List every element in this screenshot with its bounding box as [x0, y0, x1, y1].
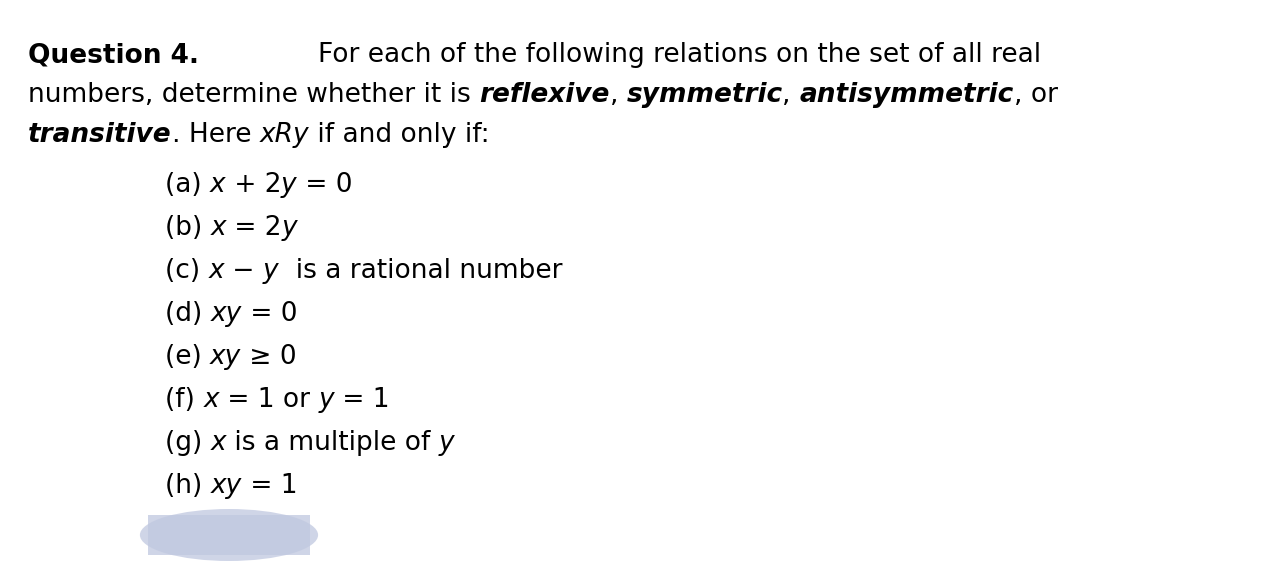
Text: xRy: xRy [260, 122, 310, 148]
Text: y: y [282, 215, 297, 241]
Text: symmetric: symmetric [626, 82, 782, 108]
Text: Question 4.: Question 4. [28, 42, 198, 68]
Text: (e): (e) [165, 344, 210, 370]
Text: (c): (c) [165, 258, 209, 284]
Text: transitive: transitive [28, 122, 172, 148]
Text: x: x [204, 387, 219, 413]
Text: = 2: = 2 [227, 215, 282, 241]
Text: y: y [439, 430, 454, 456]
Text: , or: , or [1014, 82, 1057, 108]
Text: reflexive: reflexive [479, 82, 609, 108]
Text: ≥ 0: ≥ 0 [242, 344, 297, 370]
Text: (d): (d) [165, 301, 211, 327]
Text: (h): (h) [165, 473, 211, 499]
Text: if and only if:: if and only if: [310, 122, 490, 148]
Text: x: x [211, 430, 227, 456]
Text: (f): (f) [165, 387, 204, 413]
Text: = 1: = 1 [334, 387, 389, 413]
Text: . Here: . Here [172, 122, 260, 148]
Text: = 1 or: = 1 or [219, 387, 319, 413]
Text: + 2: + 2 [225, 172, 282, 198]
Text: = 0: = 0 [242, 301, 297, 327]
Text: ,: , [609, 82, 626, 108]
Text: xy: xy [210, 344, 242, 370]
Text: xy: xy [211, 301, 242, 327]
Text: y: y [319, 387, 334, 413]
Text: antisymmetric: antisymmetric [800, 82, 1014, 108]
Text: is a multiple of: is a multiple of [227, 430, 439, 456]
Text: x: x [210, 172, 225, 198]
Text: = 0: = 0 [297, 172, 352, 198]
Text: y: y [262, 258, 279, 284]
Text: −: − [224, 258, 262, 284]
Text: ,: , [782, 82, 800, 108]
Text: xy: xy [211, 473, 242, 499]
Text: (a): (a) [165, 172, 210, 198]
Text: y: y [282, 172, 297, 198]
Text: (b): (b) [165, 215, 211, 241]
Text: numbers, determine whether it is: numbers, determine whether it is [28, 82, 479, 108]
Text: = 1: = 1 [242, 473, 297, 499]
Text: x: x [211, 215, 227, 241]
Text: (g): (g) [165, 430, 211, 456]
Text: is a rational number: is a rational number [279, 258, 562, 284]
Text: For each of the following relations on the set of all real: For each of the following relations on t… [317, 42, 1041, 68]
Text: x: x [209, 258, 224, 284]
